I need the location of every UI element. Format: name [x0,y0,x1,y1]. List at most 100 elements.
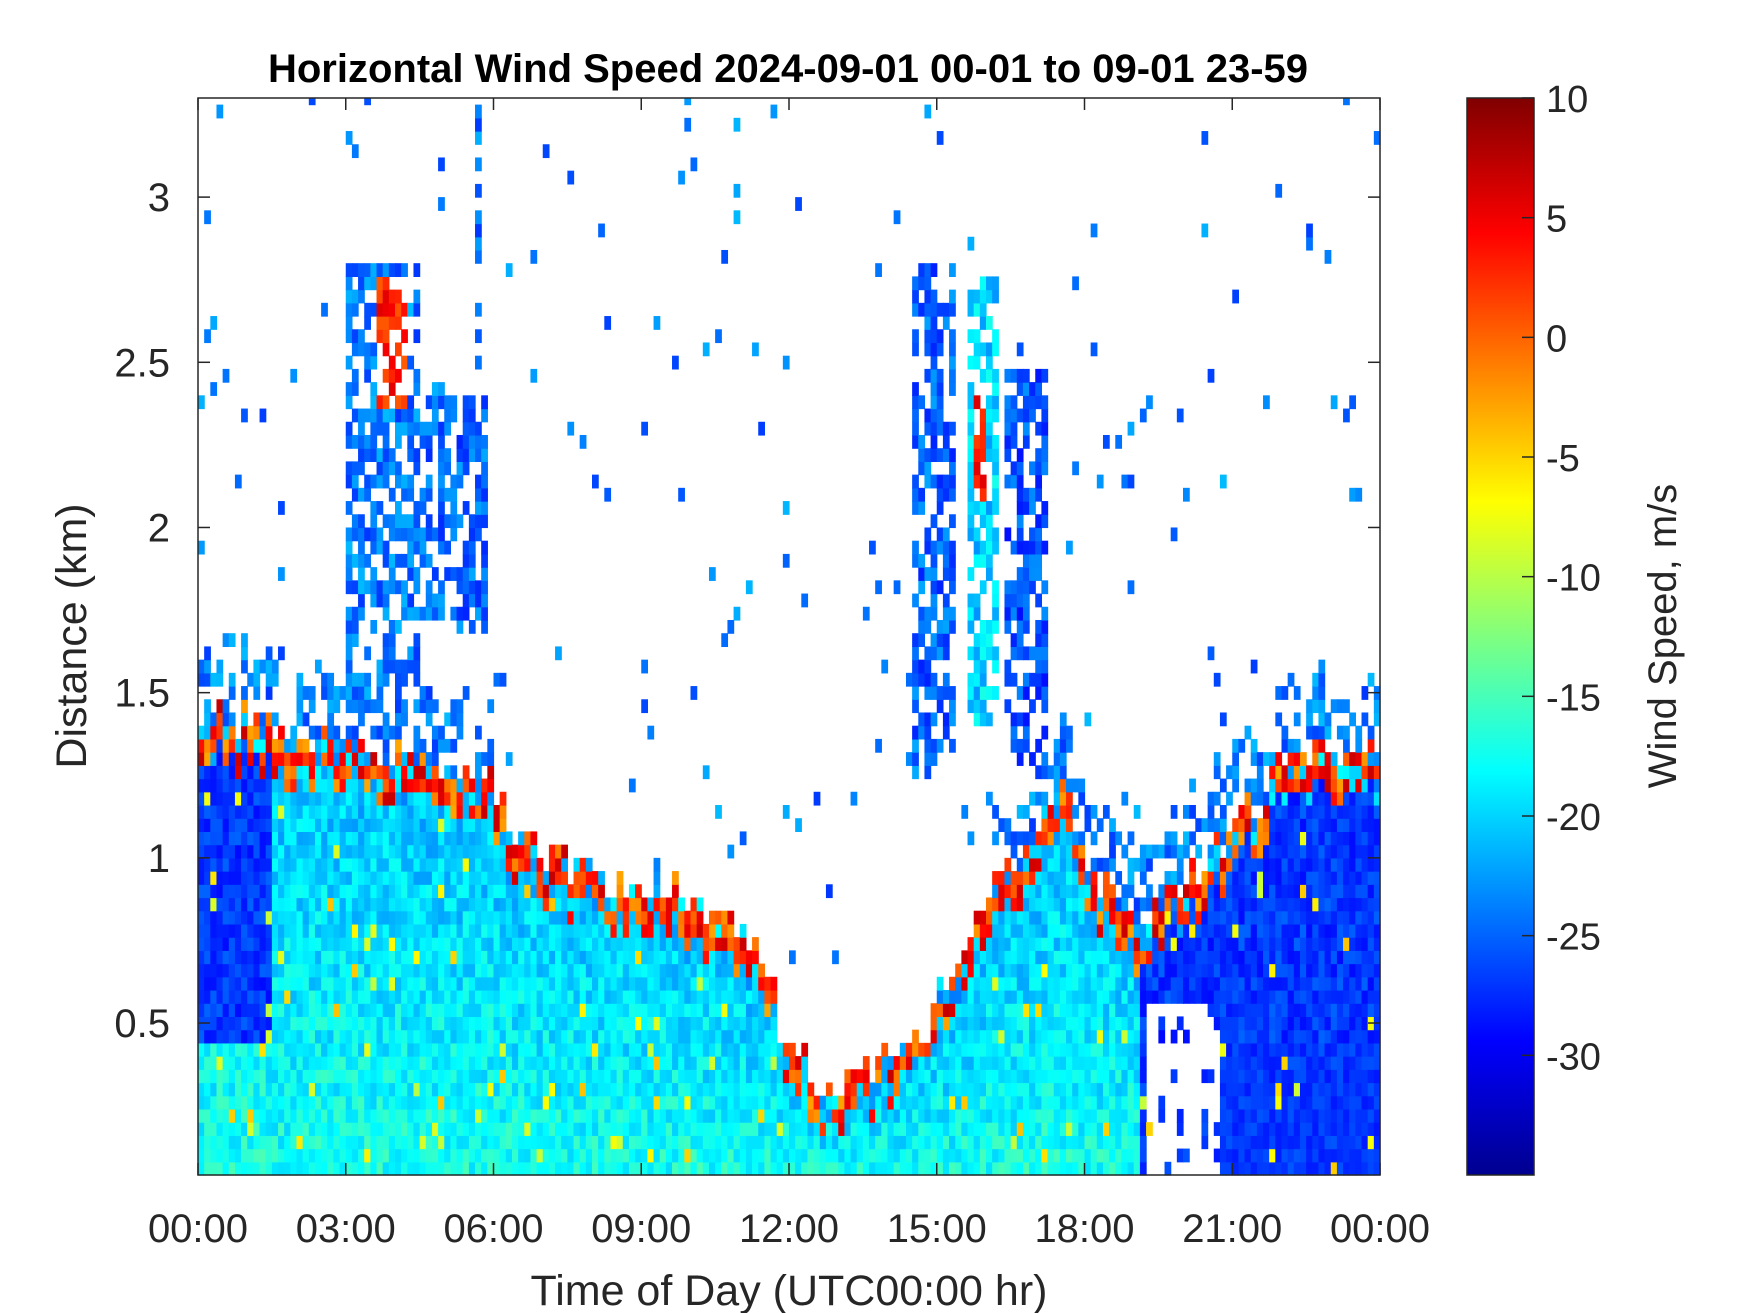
heatmap-cell [302,1122,310,1136]
heatmap-cell [314,738,322,753]
heatmap-cell [314,752,322,766]
heatmap-cell [979,633,987,648]
heatmap-cell [253,1095,261,1110]
heatmap-cell [462,395,470,410]
heatmap-cell [573,1148,581,1163]
heatmap-cell [949,514,956,529]
heatmap-cell [376,818,384,833]
heatmap-cell [1059,725,1067,740]
heatmap-cell [499,976,507,991]
heatmap-cell [1158,1029,1166,1044]
heatmap-cell [493,989,501,1004]
heatmap-cell [1121,884,1129,899]
heatmap-cell [536,1135,544,1150]
heatmap-cell [610,1003,618,1018]
heatmap-cell [395,831,402,846]
heatmap-cell [370,1069,378,1084]
heatmap-cell [345,989,353,1004]
heatmap-cell [936,633,944,648]
heatmap-cell [1109,1148,1116,1163]
heatmap-cell [949,553,956,568]
heatmap-cell [598,976,605,991]
heatmap-cell [936,448,944,462]
heatmap-cell [401,910,408,925]
heatmap-cell [511,897,519,912]
heatmap-cell [222,699,230,714]
heatmap-cell [228,963,236,978]
heatmap-cell [1121,791,1129,806]
heatmap-cell [986,1161,993,1176]
heatmap-cell [284,1042,291,1057]
heatmap-cell [1035,1108,1043,1123]
heatmap-cell [610,976,618,991]
heatmap-cell [210,857,218,872]
heatmap-cell [413,1029,421,1044]
heatmap-cell [210,1095,218,1110]
heatmap-cell [986,553,993,568]
heatmap-cell [370,857,378,872]
heatmap-cell [524,1016,532,1031]
heatmap-cell [1164,963,1172,978]
heatmap-cell [265,844,273,859]
heatmap-cell [801,1056,809,1070]
heatmap-cell [930,606,938,621]
heatmap-cell [314,1042,322,1057]
heatmap-cell [838,1161,846,1176]
heatmap-cell [327,937,335,951]
heatmap-cell [358,752,365,766]
heatmap-cell [561,1069,568,1084]
heatmap-cell [610,910,618,925]
heatmap-cell [1158,884,1166,899]
heatmap-cell [1207,976,1215,991]
heatmap-cell [912,1161,919,1176]
heatmap-cell [1010,871,1018,885]
heatmap-cell [1109,1016,1116,1031]
heatmap-cell [1029,1122,1036,1136]
heatmap-cell [314,778,322,793]
heatmap-cell [271,659,279,674]
heatmap-cell [789,1161,796,1176]
heatmap-cell [979,487,987,502]
heatmap-cell [930,1108,938,1123]
heatmap-cell [253,765,261,780]
heatmap-cell [481,884,488,899]
heatmap-cell [1047,1082,1055,1097]
heatmap-cell [979,1003,987,1018]
heatmap-cell [986,421,993,436]
heatmap-cell [1109,1122,1116,1136]
heatmap-cell [1022,382,1030,396]
heatmap-cell [524,1042,532,1057]
heatmap-cell [481,963,488,978]
heatmap-cell [542,1148,550,1163]
heatmap-cell [456,1148,464,1163]
heatmap-cell [1183,487,1190,502]
heatmap-cell [1219,1108,1227,1123]
heatmap-cell [782,1082,790,1097]
heatmap-cell [1219,1095,1227,1110]
heatmap-cell [1072,857,1079,872]
heatmap-cell [351,1108,359,1123]
heatmap-cell [924,421,932,436]
heatmap-cell [198,1082,205,1097]
heatmap-cell [345,831,353,846]
heatmap-cell [936,540,944,555]
heatmap-cell [413,289,421,304]
heatmap-cell [222,976,230,991]
heatmap-cell [739,1029,747,1044]
heatmap-cell [1250,1029,1258,1044]
heatmap-cell [690,1108,698,1123]
heatmap-cell [475,910,482,925]
heatmap-cell [204,963,211,978]
heatmap-cell [986,1003,993,1018]
heatmap-cell [653,1016,661,1031]
heatmap-cell [955,1148,962,1163]
heatmap-cell [1004,527,1012,542]
heatmap-cell [456,1161,464,1176]
heatmap-cell [228,778,236,793]
heatmap-cell [321,871,328,885]
heatmap-cell [567,963,575,978]
heatmap-cell [979,712,987,727]
heatmap-cell [222,818,230,833]
heatmap-cell [450,1148,458,1163]
heatmap-cell [438,593,445,608]
